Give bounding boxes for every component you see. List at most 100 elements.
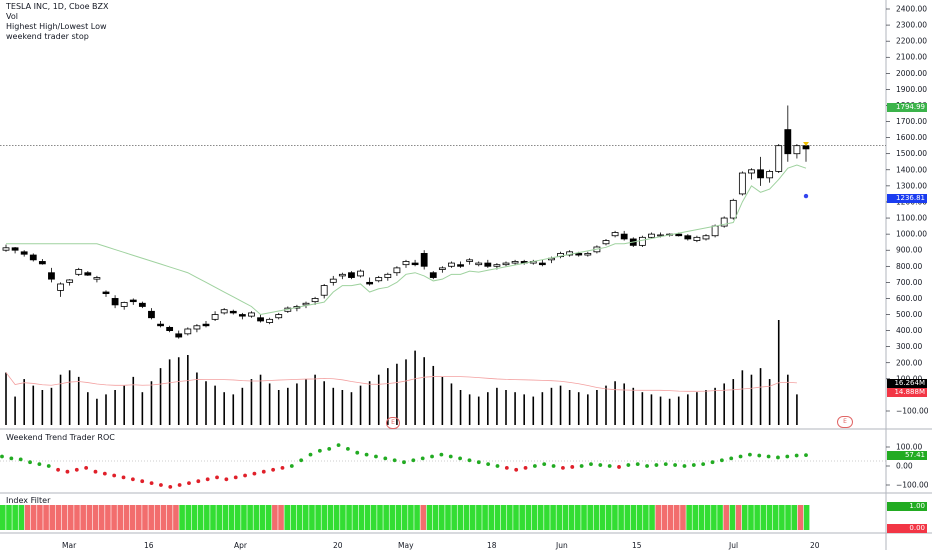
price-tick-label: 900.00 [896,246,922,255]
filter-bar [160,505,167,530]
roc-dot [271,467,276,472]
candle-body [402,261,410,266]
candle-body [48,272,55,280]
earnings-marker[interactable]: E [386,417,400,429]
candle-body [784,129,792,155]
date-label: May [398,541,414,550]
filter-bar [43,505,49,530]
price-tick-label: 1600.00 [896,133,927,142]
roc-dot [65,469,70,474]
filter-bar [661,505,668,530]
filter-bar [803,505,810,530]
candle-body [611,232,619,237]
filter-bar [241,505,247,530]
roc-dot [74,467,79,472]
roc-value-badge: 57.41 [887,451,927,460]
filter-bar [148,505,154,530]
filter-bar [519,505,525,530]
roc-dot [364,452,369,457]
candle-body [157,323,164,327]
roc-dot [776,455,780,460]
candle-body [66,279,74,283]
roc-dot [46,464,51,468]
candle-body [20,251,28,255]
candle-body [802,145,810,150]
candle-body [93,277,101,280]
roc-dot [607,464,612,468]
roc-dot [532,464,537,468]
filter-bar [500,505,507,530]
filter-bar [210,505,216,530]
price-tick-label: 600.00 [896,294,922,303]
candle-body [84,272,92,276]
filter-bar [476,505,482,530]
roc-dot [626,463,631,467]
filter-bar [401,505,408,530]
roc-dot [205,477,210,482]
roc-dot [336,443,341,447]
filter-top-badge: 1.00 [887,502,927,511]
price-tick-label: 800.00 [896,262,922,271]
roc-dot [579,464,584,468]
candle-body [11,247,19,251]
filter-bar [179,505,185,530]
filter-bar [760,505,767,530]
roc-dot [757,453,762,458]
roc-dot [327,447,332,451]
filter-bar [92,505,99,530]
roc-dot [140,479,145,484]
candle-body [757,169,764,179]
roc-dot [177,483,182,487]
filter-bar [61,505,68,530]
date-label: Jun [556,541,568,550]
candle-body [57,283,64,291]
filter-bar [80,505,86,530]
roc-dot [561,466,565,470]
candle-body [602,240,610,245]
candle-body [129,299,137,303]
filter-bar [581,505,587,530]
price-tick-label: 2000.00 [896,69,927,78]
filter-bar [327,505,334,530]
filter-bar [68,505,74,530]
price-tick-label: 2400.00 [896,5,927,14]
price-tick-label: 500.00 [896,310,922,319]
filter-bar [315,505,321,530]
filter-bar [370,505,377,530]
filter-bar [686,505,692,530]
roc-dot [710,460,715,465]
candle-body [720,217,728,227]
roc-dot [233,475,238,480]
filter-bar [494,505,501,530]
filter-bar [98,505,105,530]
roc-dot [0,454,4,459]
candle-body [311,298,319,303]
earnings-marker[interactable]: E [837,416,853,428]
filter-bar [197,505,204,530]
date-label: 15 [632,541,642,550]
candle-body [229,310,237,314]
candle-body [248,312,255,317]
candle-body [366,281,374,285]
roc-dot [729,456,734,461]
candle-body [193,325,201,330]
filter-bar [772,505,779,530]
filter-bar [785,505,791,530]
roc-pane-title: Weekend Trend Trader ROC [6,433,115,442]
roc-dot [542,462,547,466]
filter-bar [278,505,284,530]
indicator-hhll: Highest High/Lowest Low [6,22,107,31]
roc-dot [130,477,135,482]
filter-bar [55,505,62,530]
roc-dot [299,458,304,463]
filter-bar [643,505,649,530]
filter-bar [735,505,742,530]
roc-dot [663,462,668,466]
roc-dot [392,458,397,463]
filter-bar [729,505,736,530]
candle-body [775,145,783,172]
filter-bar [630,505,637,530]
symbol-title: TESLA INC, 1D, Cboe BZX [6,2,109,11]
candle-body [475,262,483,266]
